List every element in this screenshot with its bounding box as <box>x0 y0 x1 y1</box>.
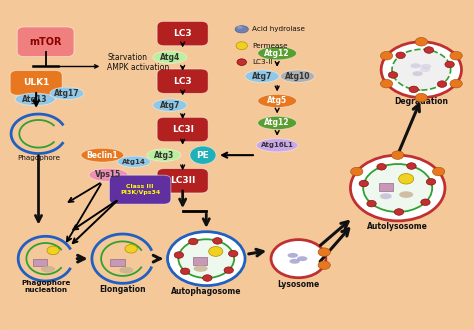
Circle shape <box>236 42 247 50</box>
Ellipse shape <box>193 265 208 272</box>
Circle shape <box>351 167 363 176</box>
Circle shape <box>388 72 398 78</box>
Circle shape <box>174 252 183 258</box>
Circle shape <box>359 180 368 187</box>
Circle shape <box>407 163 416 169</box>
Text: Atg7: Atg7 <box>252 72 272 81</box>
Circle shape <box>445 61 455 68</box>
Ellipse shape <box>89 168 128 182</box>
Circle shape <box>426 179 436 185</box>
Ellipse shape <box>235 26 248 33</box>
Circle shape <box>415 93 428 102</box>
Ellipse shape <box>420 67 430 72</box>
Text: Atg13: Atg13 <box>22 95 48 104</box>
Text: Beclin1: Beclin1 <box>86 150 118 160</box>
FancyBboxPatch shape <box>157 69 208 93</box>
Ellipse shape <box>258 47 297 60</box>
Ellipse shape <box>258 94 297 108</box>
Ellipse shape <box>237 26 243 29</box>
Ellipse shape <box>147 149 181 161</box>
Ellipse shape <box>50 87 84 100</box>
Circle shape <box>213 238 222 244</box>
Circle shape <box>392 49 451 90</box>
Circle shape <box>415 38 428 46</box>
Circle shape <box>318 261 330 269</box>
Text: Acid hydrolase: Acid hydrolase <box>252 26 305 32</box>
Circle shape <box>394 209 404 215</box>
Text: Elongation: Elongation <box>100 284 146 293</box>
Ellipse shape <box>81 148 124 162</box>
Text: Atg5: Atg5 <box>267 96 287 105</box>
Circle shape <box>380 51 392 60</box>
Text: Atg16L1: Atg16L1 <box>261 142 293 148</box>
Circle shape <box>167 232 245 285</box>
Circle shape <box>224 267 233 274</box>
Text: LC3: LC3 <box>173 77 192 86</box>
Circle shape <box>399 174 414 184</box>
Text: Starvation
AMPK activation: Starvation AMPK activation <box>107 53 169 72</box>
Text: Autophagosome: Autophagosome <box>171 287 242 296</box>
Circle shape <box>181 268 190 275</box>
FancyBboxPatch shape <box>157 117 208 142</box>
Text: Class III
PI3K/Vps34: Class III PI3K/Vps34 <box>120 184 160 195</box>
Text: Atg4: Atg4 <box>160 53 180 62</box>
Ellipse shape <box>41 266 55 273</box>
Bar <box>33 259 47 266</box>
Circle shape <box>396 52 405 59</box>
Ellipse shape <box>281 70 315 82</box>
Text: Permease: Permease <box>252 43 288 49</box>
Circle shape <box>209 247 223 256</box>
Circle shape <box>392 151 404 159</box>
Circle shape <box>190 146 216 164</box>
Text: Autolysosome: Autolysosome <box>367 222 428 231</box>
Text: Vps15: Vps15 <box>95 170 121 180</box>
Circle shape <box>363 164 432 212</box>
Circle shape <box>367 200 376 207</box>
Text: Phagophore
nucleation: Phagophore nucleation <box>21 280 70 292</box>
Circle shape <box>432 167 445 176</box>
Circle shape <box>377 163 386 170</box>
Ellipse shape <box>410 63 421 68</box>
Text: Atg12: Atg12 <box>264 118 290 127</box>
Circle shape <box>228 250 238 257</box>
Ellipse shape <box>380 193 392 199</box>
Text: mTOR: mTOR <box>29 37 62 47</box>
FancyBboxPatch shape <box>157 169 208 193</box>
Text: Atg14: Atg14 <box>122 159 146 165</box>
Circle shape <box>381 42 462 98</box>
Circle shape <box>380 80 392 88</box>
Ellipse shape <box>399 191 413 198</box>
Ellipse shape <box>290 259 300 264</box>
Text: LC3-II: LC3-II <box>252 59 273 65</box>
Ellipse shape <box>245 70 279 82</box>
Text: Lysosome: Lysosome <box>277 280 319 289</box>
Circle shape <box>271 240 326 278</box>
Text: Atg3: Atg3 <box>154 150 174 160</box>
Circle shape <box>125 245 137 253</box>
Ellipse shape <box>256 139 298 152</box>
Text: Phagophore: Phagophore <box>17 155 60 161</box>
FancyBboxPatch shape <box>17 27 74 56</box>
Ellipse shape <box>118 156 151 167</box>
Circle shape <box>202 275 212 281</box>
Circle shape <box>189 238 198 245</box>
Circle shape <box>318 248 330 256</box>
Circle shape <box>450 51 462 60</box>
Text: Atg10: Atg10 <box>285 72 310 81</box>
Ellipse shape <box>119 267 134 274</box>
Ellipse shape <box>153 51 187 63</box>
Circle shape <box>450 80 462 88</box>
FancyBboxPatch shape <box>157 21 208 46</box>
Circle shape <box>47 246 59 255</box>
Circle shape <box>237 59 246 65</box>
Text: Atg7: Atg7 <box>160 101 180 110</box>
Text: Atg17: Atg17 <box>54 89 80 98</box>
Bar <box>110 259 125 266</box>
Text: ULK1: ULK1 <box>23 78 49 87</box>
Text: LC3: LC3 <box>173 29 192 38</box>
Text: Degradation: Degradation <box>394 97 448 106</box>
Ellipse shape <box>258 116 297 129</box>
Circle shape <box>409 86 419 93</box>
Ellipse shape <box>288 253 298 258</box>
